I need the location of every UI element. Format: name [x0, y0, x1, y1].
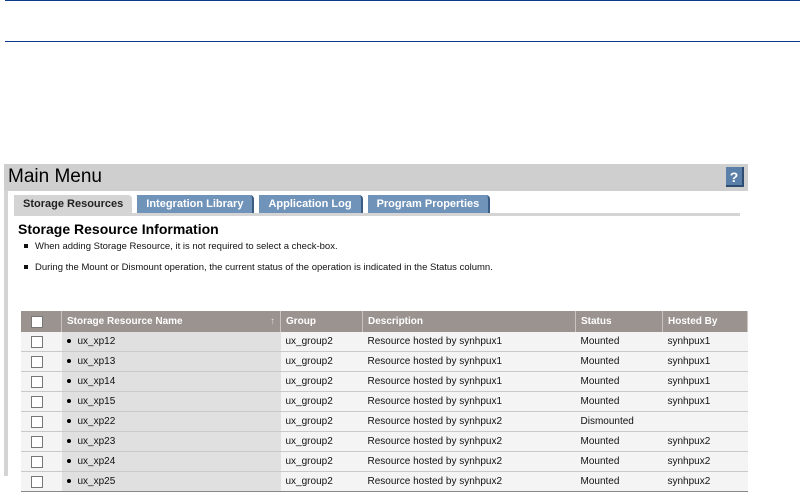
note-item: During the Mount or Dismount operation, …	[24, 262, 493, 273]
cell-status: Mounted	[575, 391, 663, 412]
cell-status: Mounted	[575, 332, 663, 352]
table-row: ux_xp12 ux_group2 Resource hosted by synhp…	[21, 332, 748, 352]
cell-hosted-by: synhpux2	[662, 431, 748, 452]
bullet-icon	[66, 338, 71, 343]
cell-group: ux_group2	[280, 391, 363, 412]
cell-name: ux_xp14	[61, 371, 281, 392]
cell-description: Resource hosted by synhpux2	[362, 431, 576, 452]
cell-group: ux_group2	[280, 471, 363, 492]
header-divider	[5, 41, 800, 42]
cell-name: ux_xp12	[61, 332, 281, 352]
cell-status: Mounted	[575, 451, 663, 472]
table-row: ux_xp22 ux_group2 Resource hosted by synhp…	[21, 411, 748, 432]
select-all-header	[21, 311, 62, 332]
cell-status: Dismounted	[575, 411, 663, 432]
column-header-name[interactable]: Storage Resource Name ↑	[61, 311, 281, 332]
tab-bar: Storage Resources Integration Library Appl…	[14, 195, 495, 213]
row-checkbox[interactable]	[31, 435, 43, 448]
table-row: ux_xp24 ux_group2 Resource hosted by synhp…	[21, 451, 748, 472]
row-checkbox[interactable]	[31, 455, 43, 468]
cell-group: ux_group2	[280, 451, 363, 472]
help-button[interactable]: ?	[726, 167, 744, 187]
tab-application-log[interactable]: Application Log	[259, 195, 363, 213]
cell-group: ux_group2	[280, 332, 363, 352]
bullet-icon	[66, 458, 71, 463]
row-select-cell	[21, 391, 62, 412]
cell-status: Mounted	[575, 371, 663, 392]
bullet-icon	[66, 358, 71, 363]
cell-description: Resource hosted by synhpux1	[362, 371, 576, 392]
cell-hosted-by: synhpux2	[662, 451, 748, 472]
column-header-hosted-by[interactable]: Hosted By	[662, 311, 748, 332]
bullet-icon	[66, 438, 71, 443]
cell-name: ux_xp23	[61, 431, 281, 452]
table-row: ux_xp15 ux_group2 Resource hosted by synhp…	[21, 391, 748, 412]
row-select-cell	[21, 451, 62, 472]
cell-hosted-by	[662, 411, 748, 432]
cell-status: Mounted	[575, 431, 663, 452]
table-row: ux_xp14 ux_group2 Resource hosted by synhp…	[21, 371, 748, 392]
tab-integration-library[interactable]: Integration Library	[137, 195, 255, 213]
cell-hosted-by: synhpux1	[662, 371, 748, 392]
select-all-checkbox[interactable]	[31, 315, 43, 328]
row-select-cell	[21, 431, 62, 452]
main-menu-panel: Main Menu ? Storage Resources Integration…	[4, 164, 748, 492]
cell-description: Resource hosted by synhpux1	[362, 351, 576, 372]
cell-description: Resource hosted by synhpux1	[362, 391, 576, 412]
cell-hosted-by: synhpux1	[662, 391, 748, 412]
cell-description: Resource hosted by synhpux2	[362, 411, 576, 432]
cell-hosted-by: synhpux2	[662, 471, 748, 492]
cell-hosted-by: synhpux1	[662, 351, 748, 372]
cell-status: Mounted	[575, 351, 663, 372]
tab-program-properties[interactable]: Program Properties	[367, 195, 491, 213]
panel-title: Main Menu	[8, 166, 102, 187]
row-checkbox[interactable]	[31, 355, 43, 368]
sort-ascending-icon[interactable]: ↑	[270, 316, 275, 327]
content-area: Storage Resources Integration Library Appl…	[8, 191, 748, 492]
cell-description: Resource hosted by synhpux2	[362, 471, 576, 492]
column-header-description[interactable]: Description	[362, 311, 576, 332]
tab-storage-resources[interactable]: Storage Resources	[14, 195, 133, 213]
row-select-cell	[21, 411, 62, 432]
column-header-group[interactable]: Group	[280, 311, 363, 332]
storage-resource-table: Storage Resource Name ↑ Group Description…	[21, 311, 748, 492]
cell-name: ux_xp24	[61, 451, 281, 472]
cell-group: ux_group2	[280, 351, 363, 372]
cell-group: ux_group2	[280, 371, 363, 392]
table-row: ux_xp25 ux_group2 Resource hosted by synhp…	[21, 471, 748, 492]
cell-name: ux_xp22	[61, 411, 281, 432]
title-bar: Main Menu ?	[4, 164, 748, 191]
row-select-cell	[21, 332, 62, 352]
table-row: ux_xp13 ux_group2 Resource hosted by synhp…	[21, 351, 748, 372]
table-row: ux_xp23 ux_group2 Resource hosted by synhp…	[21, 431, 748, 452]
row-checkbox[interactable]	[31, 335, 43, 348]
cell-name: ux_xp25	[61, 471, 281, 492]
row-checkbox[interactable]	[31, 395, 43, 408]
row-checkbox[interactable]	[31, 415, 43, 428]
bullet-icon	[66, 398, 71, 403]
row-select-cell	[21, 471, 62, 492]
bullet-icon	[66, 418, 71, 423]
cell-group: ux_group2	[280, 411, 363, 432]
row-select-cell	[21, 351, 62, 372]
cell-status: Mounted	[575, 471, 663, 492]
cell-hosted-by: synhpux1	[662, 332, 748, 352]
cell-name: ux_xp15	[61, 391, 281, 412]
cell-group: ux_group2	[280, 431, 363, 452]
section-heading: Storage Resource Information	[18, 221, 219, 237]
bullet-icon	[66, 478, 71, 483]
cell-description: Resource hosted by synhpux1	[362, 332, 576, 352]
note-item: When adding Storage Resource, it is not …	[24, 241, 338, 252]
top-divider	[5, 0, 800, 1]
row-checkbox[interactable]	[31, 375, 43, 388]
row-checkbox[interactable]	[31, 475, 43, 488]
cell-name: ux_xp13	[61, 351, 281, 372]
row-select-cell	[21, 371, 62, 392]
bullet-icon	[66, 378, 71, 383]
cell-description: Resource hosted by synhpux2	[362, 451, 576, 472]
tab-underline	[14, 213, 740, 216]
column-header-status[interactable]: Status	[575, 311, 663, 332]
